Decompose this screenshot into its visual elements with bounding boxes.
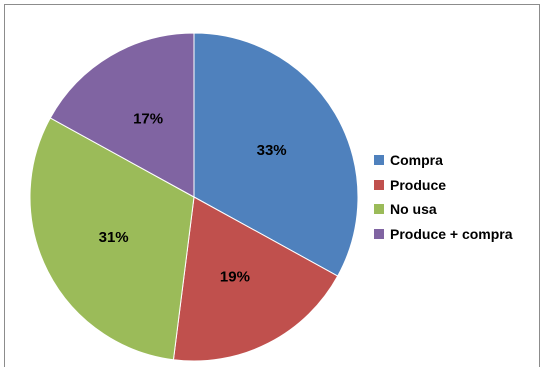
legend-item-produce: Produce: [374, 173, 540, 198]
data-label-produce-compra: 17%: [133, 110, 163, 127]
pie-slice-no-usa: [29, 117, 195, 361]
pie-data-labels: 33% 19% 31% 17%: [99, 110, 287, 285]
legend-item-compra: Compra: [374, 148, 540, 173]
data-label-produce: 19%: [220, 268, 250, 285]
pie-slice-compra: [193, 32, 359, 277]
legend-swatch-compra: [374, 155, 384, 166]
legend-item-no-usa: No usa: [374, 197, 540, 222]
legend-swatch-produce: [374, 179, 384, 190]
legend-label-compra: Compra: [390, 152, 443, 169]
legend-item-produce-compra: Produce + compra: [374, 222, 540, 247]
legend-label-produce: Produce: [390, 176, 447, 193]
pie-slice-produce-compra: [49, 32, 195, 198]
data-label-compra: 33%: [257, 142, 287, 159]
pie-slices: [29, 32, 359, 362]
legend-swatch-no-usa: [374, 204, 384, 215]
legend-swatch-produce-compra: [374, 228, 384, 239]
legend-label-no-usa: No usa: [390, 201, 437, 218]
legend: Compra Produce No usa Produce + compra: [374, 148, 540, 246]
data-label-no-usa: 31%: [99, 229, 129, 246]
pie-slice-produce: [172, 196, 339, 362]
legend-label-produce-compra: Produce + compra: [390, 225, 513, 242]
